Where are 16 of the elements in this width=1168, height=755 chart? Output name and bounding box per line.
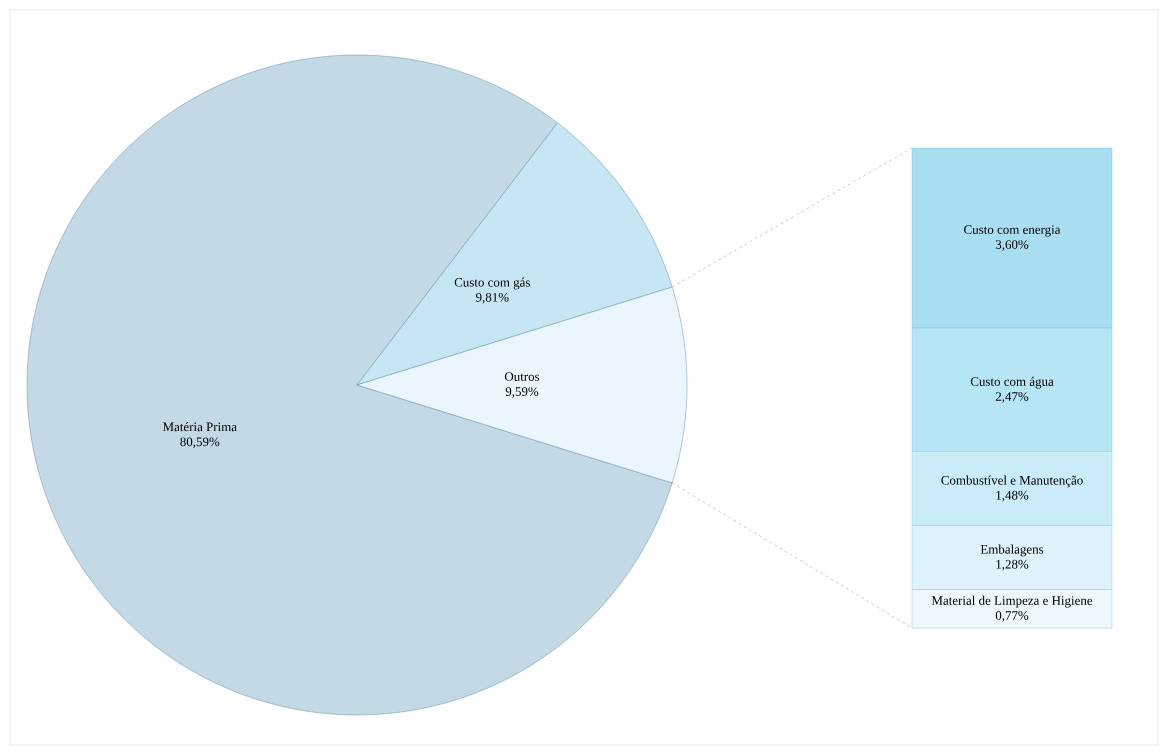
data-label: 1,48% bbox=[996, 490, 1029, 502]
slice-label: Outros bbox=[504, 372, 540, 381]
series-label: Custo com água bbox=[970, 376, 1054, 389]
data-label: 80,59% bbox=[180, 437, 220, 449]
data-label: 2,47% bbox=[995, 392, 1029, 403]
series-label: Embalagens bbox=[980, 544, 1044, 557]
data-label: 1,28% bbox=[996, 559, 1029, 571]
slice-label: Custo com gás bbox=[454, 277, 530, 290]
data-label: 9,81% bbox=[476, 292, 509, 304]
series-label: Custo com energia bbox=[964, 225, 1061, 237]
series-label: Combustível e Manutenção bbox=[941, 475, 1083, 488]
data-label: 3,60% bbox=[995, 240, 1029, 251]
series-label: Material de Limpeza e Higiene bbox=[931, 595, 1093, 608]
data-label: 0,77% bbox=[995, 611, 1029, 622]
data-label: 9,59% bbox=[505, 387, 539, 398]
slice-label: Matéria Prima bbox=[162, 422, 237, 432]
